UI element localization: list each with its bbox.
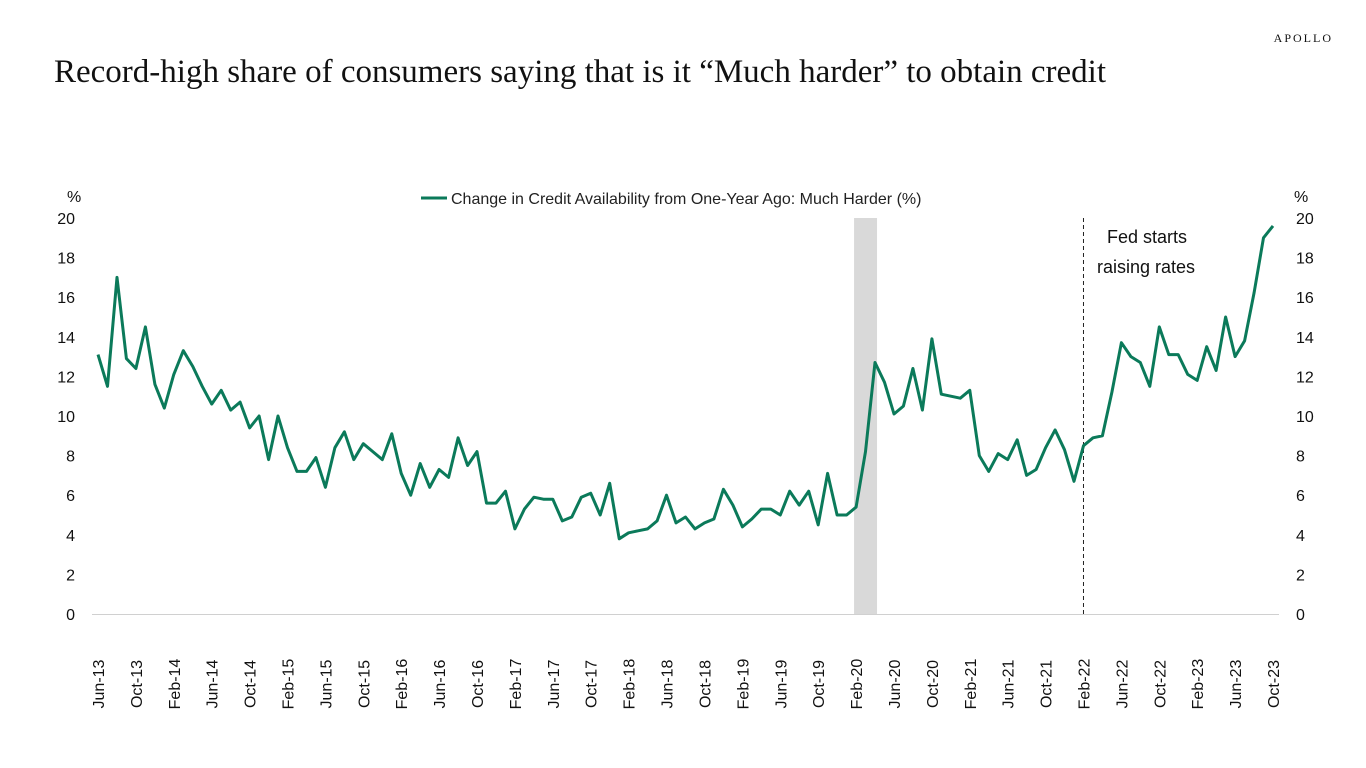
y-tick-right: 10	[1296, 409, 1314, 426]
y-tick-left: 16	[57, 290, 75, 307]
x-tick-label: Oct-20	[925, 660, 942, 708]
y-tick-left: 14	[57, 330, 75, 347]
y-tick-left: 2	[66, 567, 75, 584]
x-tick-label: Oct-14	[243, 660, 260, 708]
x-tick-label: Jun-22	[1114, 659, 1131, 708]
y-tick-left: 0	[66, 607, 75, 624]
y-tick-right: 8	[1296, 449, 1305, 466]
x-tick-label: Oct-21	[1039, 660, 1056, 708]
x-tick-label: Oct-23	[1266, 660, 1283, 708]
x-tick-label: Oct-17	[584, 660, 601, 708]
x-tick-label: Feb-21	[963, 659, 980, 710]
y-tick-left: 12	[57, 369, 75, 386]
x-tick-label: Feb-16	[394, 659, 411, 710]
y-tick-left: 10	[57, 409, 75, 426]
x-tick-label: Oct-22	[1152, 660, 1169, 708]
y-tick-right: 0	[1296, 607, 1305, 624]
x-tick-label: Feb-22	[1076, 659, 1093, 710]
x-tick-label: Jun-23	[1228, 659, 1245, 708]
y-axis-unit-left: %	[67, 189, 81, 206]
x-tick-label: Feb-20	[849, 659, 866, 710]
x-tick-label: Oct-13	[129, 660, 146, 708]
x-tick-label: Jun-13	[91, 659, 108, 708]
x-tick-label: Feb-23	[1190, 659, 1207, 710]
x-tick-label: Jun-17	[546, 659, 563, 708]
y-tick-left: 4	[66, 528, 75, 545]
legend: Change in Credit Availability from One-Y…	[421, 191, 921, 208]
x-tick-label: Oct-15	[356, 660, 373, 708]
y-tick-right: 4	[1296, 528, 1305, 545]
y-tick-right: 16	[1296, 290, 1314, 307]
y-tick-left: 6	[66, 488, 75, 505]
annotation-line-2: raising rates	[1097, 257, 1195, 277]
y-tick-left: 18	[57, 251, 75, 268]
x-tick-label: Feb-14	[167, 659, 184, 710]
y-tick-right: 18	[1296, 251, 1314, 268]
annotation-line-1: Fed starts	[1107, 227, 1187, 247]
x-tick-label: Jun-18	[660, 659, 677, 708]
y-tick-right: 14	[1296, 330, 1314, 347]
x-tick-label: Feb-18	[622, 659, 639, 710]
page-title: Record-high share of consumers saying th…	[54, 54, 1107, 90]
x-tick-label: Jun-19	[773, 659, 790, 708]
y-tick-right: 20	[1296, 211, 1314, 228]
y-tick-right: 2	[1296, 567, 1305, 584]
x-tick-label: Oct-16	[470, 660, 487, 708]
y-tick-right: 6	[1296, 488, 1305, 505]
series-line-much-harder	[96, 224, 1275, 541]
y-tick-left: 8	[66, 449, 75, 466]
brand-logo: APOLLO	[1273, 31, 1333, 45]
x-tick-label: Jun-15	[318, 659, 335, 708]
recession-shading	[854, 218, 878, 614]
x-tick-label: Jun-14	[205, 659, 222, 708]
x-tick-label: Oct-18	[697, 660, 714, 708]
y-tick-right: 12	[1296, 369, 1314, 386]
x-tick-label: Jun-20	[887, 659, 904, 708]
x-tick-label: Feb-17	[508, 659, 525, 710]
y-axis-unit-right: %	[1294, 189, 1308, 206]
x-tick-label: Jun-16	[432, 659, 449, 708]
y-tick-left: 20	[57, 211, 75, 228]
x-tick-label: Feb-19	[735, 659, 752, 710]
legend-label: Change in Credit Availability from One-Y…	[451, 191, 921, 208]
x-tick-label: Feb-15	[281, 659, 298, 710]
x-tick-label: Jun-21	[1001, 659, 1018, 708]
x-tick-label: Oct-19	[811, 660, 828, 708]
